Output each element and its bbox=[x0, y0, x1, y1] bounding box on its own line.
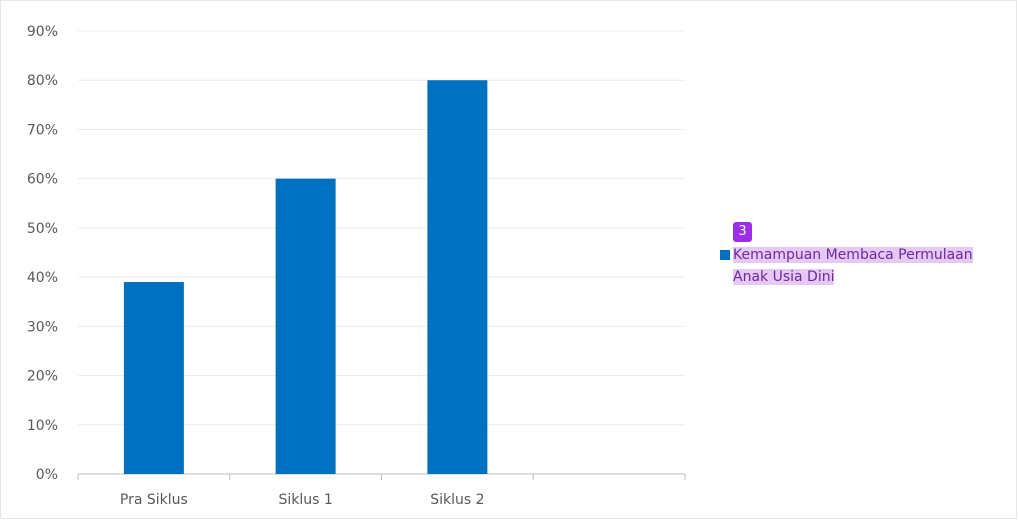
gridlines bbox=[78, 30, 685, 426]
y-tick-label: 40% bbox=[27, 270, 58, 286]
x-tick-label: Siklus 1 bbox=[278, 492, 332, 508]
y-tick-label: 10% bbox=[27, 418, 58, 434]
bar bbox=[275, 178, 336, 474]
legend-label-line-2: Anak Usia Dini bbox=[733, 269, 835, 285]
legend-label-line-1: Kemampuan Membaca Permulaan bbox=[733, 247, 973, 263]
legend-series-label: Kemampuan Membaca Permulaan Anak Usia Di… bbox=[733, 244, 1013, 288]
y-tick-label: 0% bbox=[36, 467, 58, 483]
y-tick-label: 60% bbox=[27, 172, 58, 188]
tick-labels: 0% 10% 20% 30% 40% 50% 60% 70% 80% 90% Pra Siklus S… bbox=[27, 24, 485, 508]
axes bbox=[77, 473, 686, 480]
bar bbox=[123, 282, 184, 474]
y-tick-label: 80% bbox=[27, 73, 58, 89]
legend-badge: 3 bbox=[733, 222, 752, 242]
bars bbox=[123, 80, 488, 474]
x-tick-label: Pra Siklus bbox=[120, 492, 188, 508]
y-tick-label: 50% bbox=[27, 221, 58, 237]
bar bbox=[427, 80, 488, 474]
legend-swatch bbox=[720, 250, 730, 260]
y-tick-label: 20% bbox=[27, 369, 58, 385]
y-tick-label: 70% bbox=[27, 122, 58, 138]
y-tick-label: 30% bbox=[27, 319, 58, 335]
y-tick-label: 90% bbox=[27, 24, 58, 40]
x-tick-label: Siklus 2 bbox=[430, 492, 484, 508]
